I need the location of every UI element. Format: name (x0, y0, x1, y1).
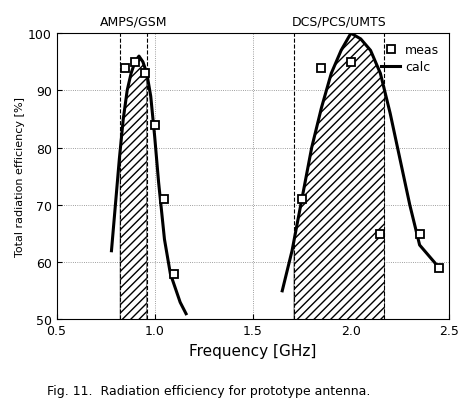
X-axis label: Frequency [GHz]: Frequency [GHz] (189, 343, 317, 358)
Text: DCS/PCS/UMTS: DCS/PCS/UMTS (292, 15, 386, 28)
Y-axis label: Total radiation efficiency [%]: Total radiation efficiency [%] (15, 97, 25, 257)
Legend: meas, calc: meas, calc (377, 41, 443, 77)
Text: AMPS/GSM: AMPS/GSM (100, 15, 167, 28)
Text: Fig. 11.  Radiation efficiency for prototype antenna.: Fig. 11. Radiation efficiency for protot… (47, 384, 371, 397)
